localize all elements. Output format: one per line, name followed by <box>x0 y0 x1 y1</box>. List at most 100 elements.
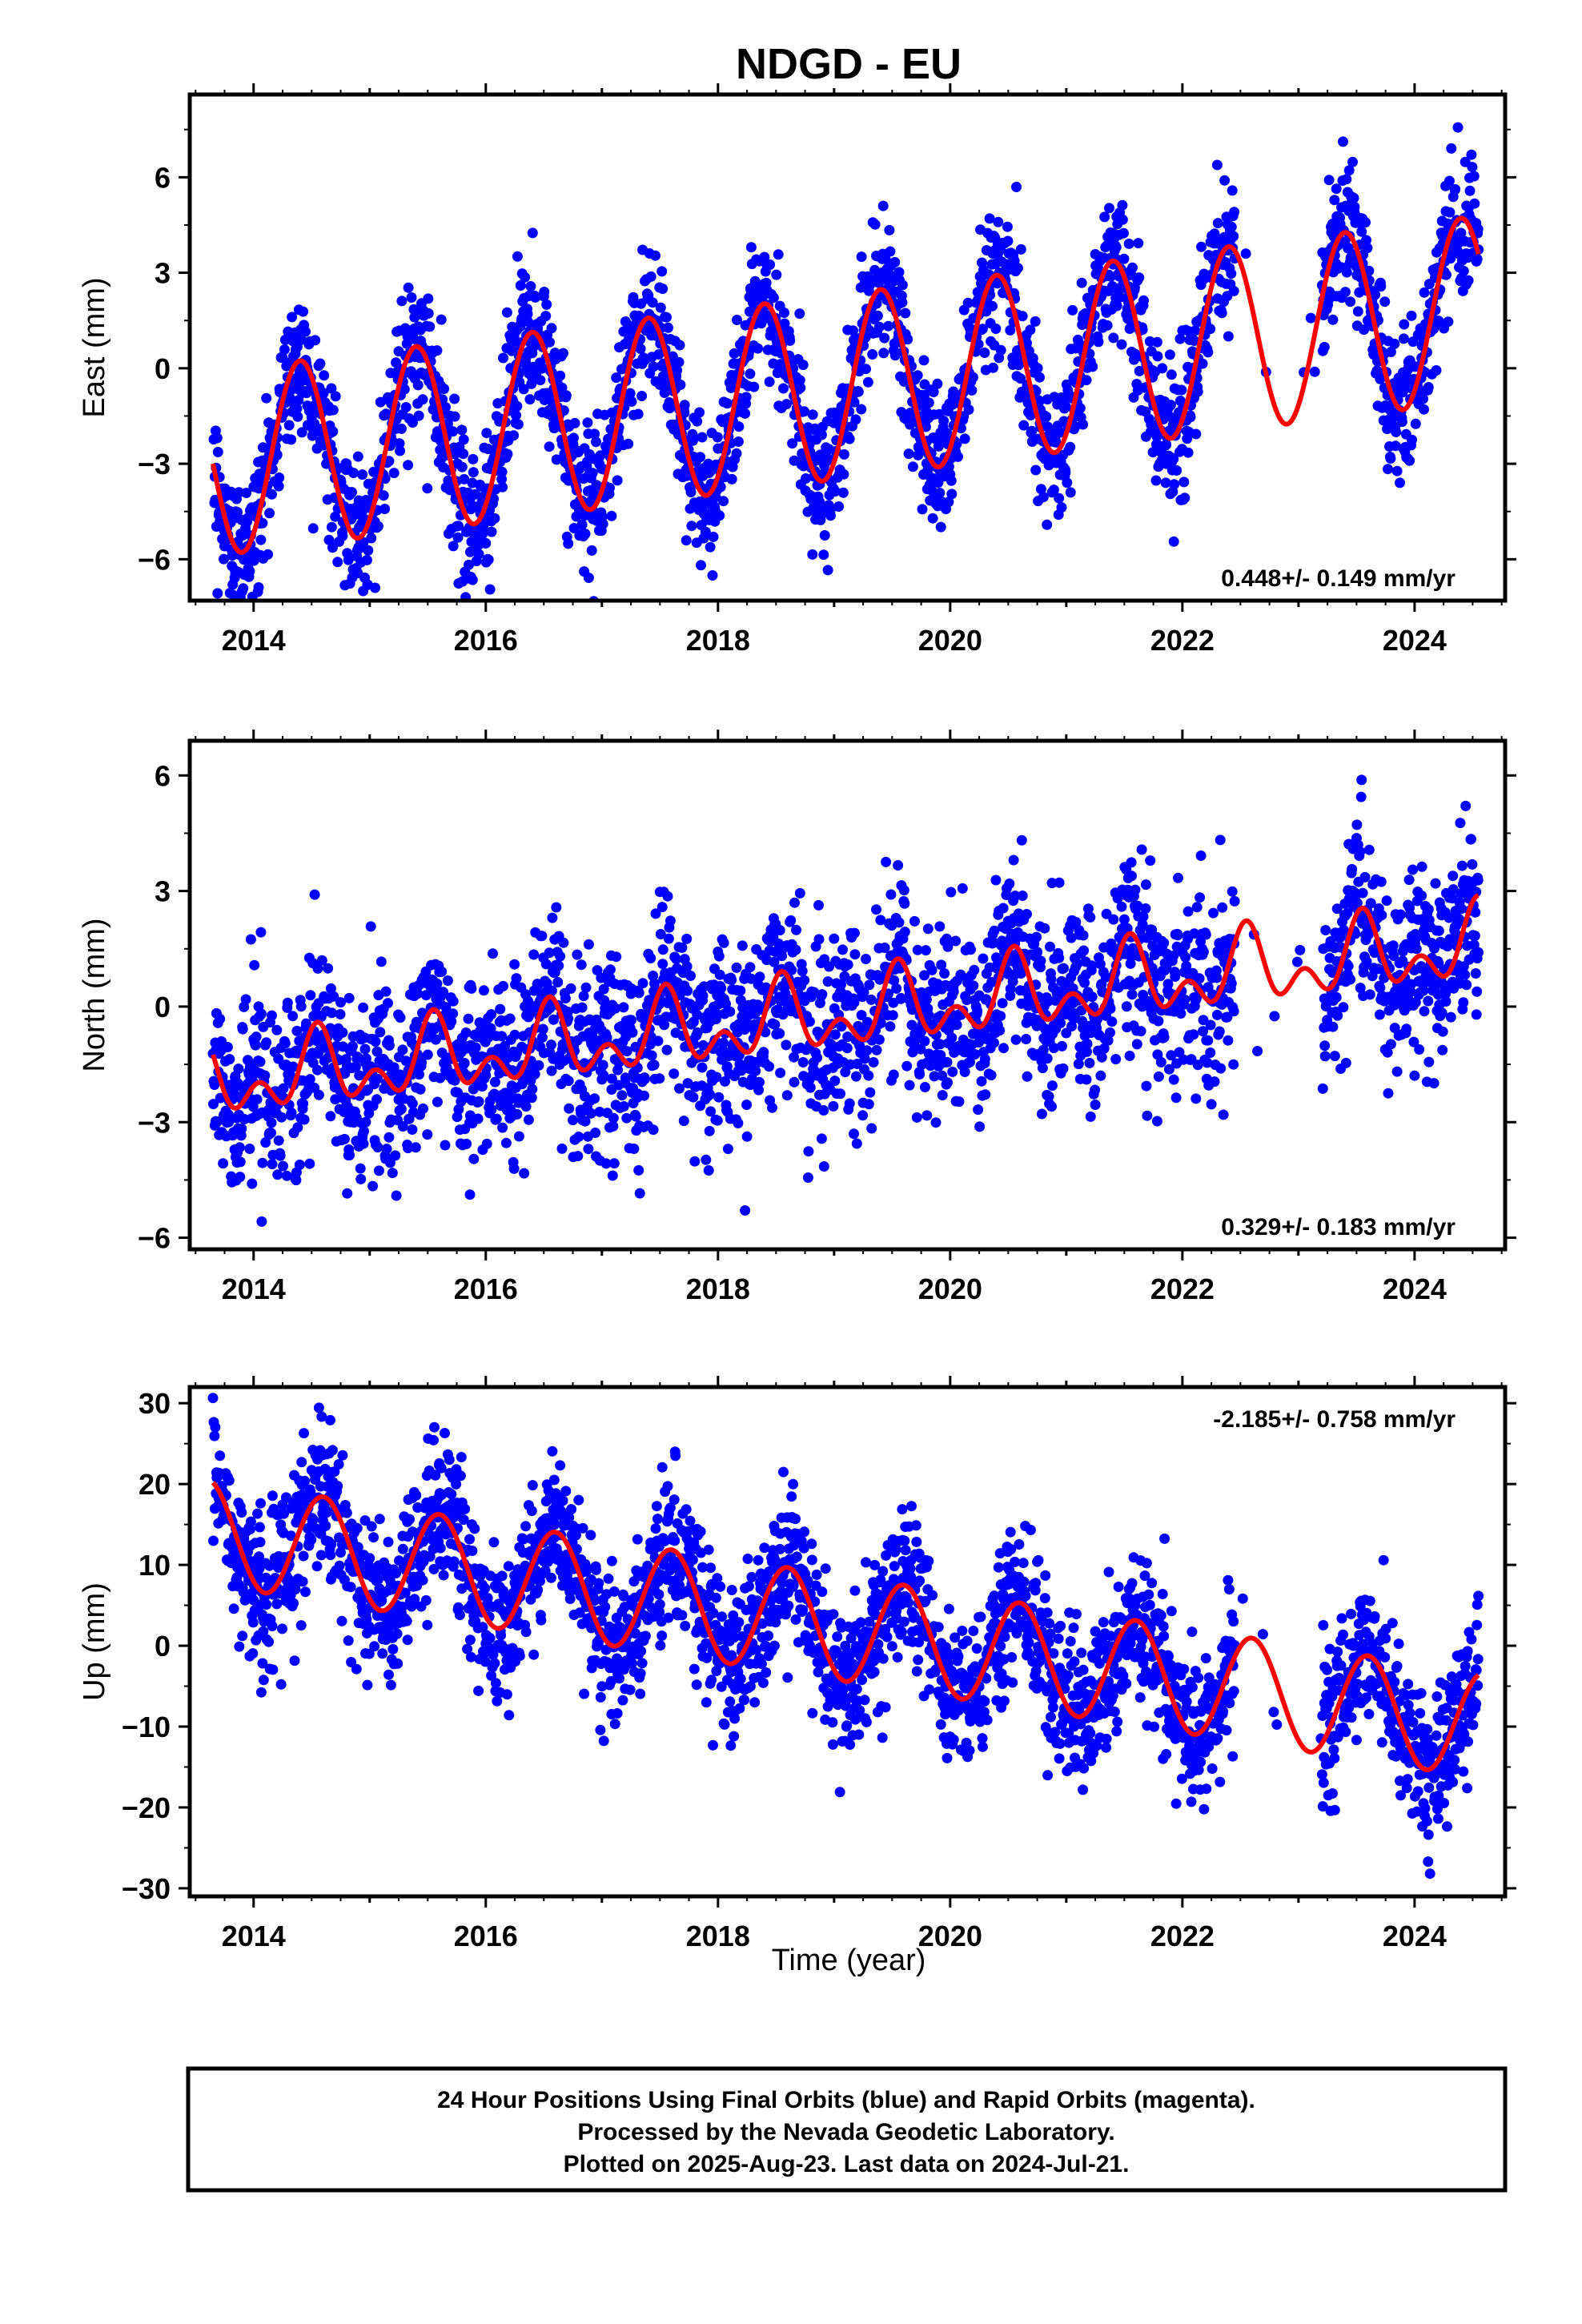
north-data-point <box>835 1088 846 1100</box>
north-data-point <box>942 941 954 952</box>
north-data-point <box>750 1065 761 1076</box>
east-data-point <box>212 447 223 457</box>
east-data-point <box>1087 361 1098 372</box>
north-data-point <box>287 1011 299 1022</box>
east-data-point <box>1151 336 1162 348</box>
east-data-point <box>480 537 492 549</box>
east-data-point <box>1179 493 1191 504</box>
east-data-point <box>705 541 716 553</box>
north-data-point <box>249 959 260 971</box>
north-data-point <box>866 1123 877 1134</box>
east-data-point <box>264 508 275 519</box>
east-data-point <box>648 361 659 372</box>
north-data-point <box>665 915 676 927</box>
north-data-point <box>1170 971 1181 982</box>
east-data-point <box>391 357 402 368</box>
chart-title: NDGD - EU <box>736 40 962 88</box>
east-data-point <box>862 376 873 388</box>
north-data-point <box>1106 1016 1118 1027</box>
north-data-point <box>968 980 979 991</box>
east-data-point <box>488 493 499 505</box>
east-data-point <box>286 434 297 445</box>
north-data-point <box>769 956 780 967</box>
east-data-point <box>850 414 861 425</box>
north-data-point <box>384 1157 396 1168</box>
north-data-point <box>335 997 346 1008</box>
east-data-point <box>238 583 249 594</box>
north-data-point <box>536 1032 548 1043</box>
east-data-point <box>453 521 464 532</box>
north-data-point <box>799 975 810 986</box>
east-data-point <box>1152 351 1163 362</box>
north-data-point <box>256 1216 267 1227</box>
east-data-point <box>486 526 497 537</box>
north-data-point <box>858 987 869 998</box>
east-data-point <box>291 403 303 414</box>
north-data-point <box>865 1087 876 1098</box>
east-data-point <box>1463 275 1474 286</box>
north-data-point <box>901 1060 913 1072</box>
north-data-point <box>904 1080 915 1091</box>
east-data-point <box>884 224 895 235</box>
east-data-point <box>1065 487 1076 498</box>
east-data-point <box>635 344 646 354</box>
north-data-point <box>373 1165 384 1176</box>
east-data-point <box>300 326 311 337</box>
north-data-point <box>316 955 327 966</box>
east-data-point <box>327 426 339 437</box>
north-data-point <box>849 927 860 939</box>
north-data-point <box>390 1150 401 1161</box>
north-data-point <box>915 1043 926 1055</box>
north-data-point <box>585 1108 596 1119</box>
north-data-point <box>791 924 801 935</box>
north-data-point <box>828 1100 839 1112</box>
north-data-point <box>396 1104 407 1115</box>
north-data-point <box>661 1044 673 1055</box>
east-data-point <box>612 475 623 486</box>
east-data-point <box>219 553 229 565</box>
east-data-point <box>458 434 469 445</box>
east-data-point <box>1370 289 1381 300</box>
north-data-point <box>481 1138 492 1149</box>
north-data-point <box>885 1021 896 1032</box>
north-data-point <box>721 999 731 1009</box>
north-data-point <box>414 1069 425 1080</box>
north-data-point <box>347 1040 358 1051</box>
east-data-point <box>556 382 568 393</box>
east-data-point <box>307 523 319 534</box>
north-data-point <box>849 997 860 1008</box>
north-data-point <box>489 1076 500 1088</box>
north-data-point <box>578 991 589 1002</box>
north-data-point <box>440 1140 451 1151</box>
east-data-point <box>1467 162 1478 173</box>
east-data-point <box>848 325 858 336</box>
north-data-point <box>737 940 748 951</box>
east-data-point <box>695 452 706 463</box>
east-data-point <box>807 409 818 420</box>
north-data-point <box>563 1013 574 1024</box>
north-data-point <box>741 1100 753 1110</box>
east-data-point <box>1185 412 1196 423</box>
east-data-point <box>740 408 751 419</box>
north-data-point <box>273 1135 284 1146</box>
north-data-point <box>247 1178 258 1189</box>
east-data-point <box>448 426 459 437</box>
east-data-point <box>632 408 644 420</box>
north-data-point <box>919 1035 930 1047</box>
north-data-point <box>703 1165 714 1176</box>
east-data-point <box>674 340 685 351</box>
east-data-point <box>1134 272 1145 283</box>
north-data-point <box>1036 1108 1047 1120</box>
north-data-point <box>1057 1040 1067 1051</box>
east-data-point <box>1176 384 1187 396</box>
east-data-point <box>900 308 911 319</box>
north-data-point <box>1200 929 1211 940</box>
north-data-point <box>459 1058 470 1068</box>
east-data-point <box>1138 295 1149 306</box>
north-data-point <box>601 1032 612 1043</box>
east-data-point <box>1011 182 1022 192</box>
east-data-point <box>589 428 600 440</box>
north-data-point <box>486 1104 497 1115</box>
east-data-point <box>1168 536 1179 547</box>
north-data-point <box>337 1027 348 1038</box>
